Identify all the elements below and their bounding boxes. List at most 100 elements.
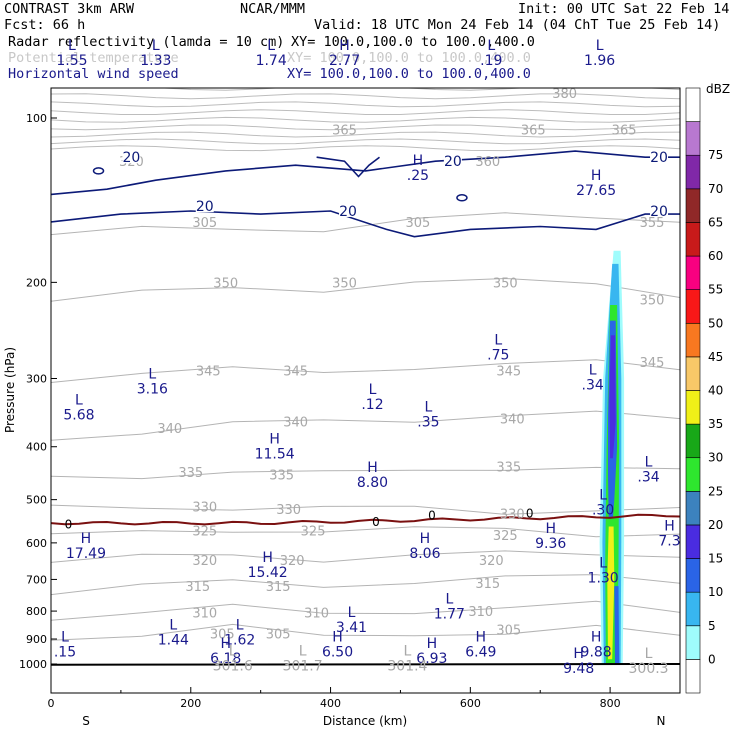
header-forecast-hour: Fcst: 66 h [4, 17, 85, 33]
colorbar-level-label: 30 [708, 451, 723, 465]
wind-contour-label: 20 [196, 199, 214, 215]
hl-marker-letter: L [599, 488, 607, 504]
wind-contour-label: 20 [122, 150, 140, 166]
colorbar-swatch [685, 255, 701, 290]
hl-marker-value: 9.88 [581, 645, 612, 661]
hl-marker-letter: L [494, 333, 502, 349]
wind-contour-label: 20 [339, 204, 357, 220]
y-axis-title: Pressure (hPa) [3, 347, 17, 433]
header-xy-theta: XY= 100.0,100.0 to 100.0,400.0 [287, 50, 531, 66]
hl-marker-letter: H [420, 531, 431, 547]
x-axis-south-label: S [82, 714, 90, 728]
hl-marker-value: 1.30 [588, 570, 619, 586]
hl-marker-letter: L [348, 605, 356, 621]
colorbar-level-label: 50 [708, 316, 723, 330]
hl-marker-value: .25 [407, 168, 429, 184]
colorbar-level-label: 15 [708, 552, 723, 566]
hl-marker-value: 11.54 [255, 447, 295, 463]
hl-marker-letter: H [591, 630, 602, 646]
hl-marker-letter: L [152, 38, 160, 54]
hl-marker-value: 1.33 [140, 53, 171, 69]
hl-marker-letter: L [645, 646, 653, 662]
wind-contour-line [51, 150, 680, 196]
stratosphere-dense-contours [51, 88, 680, 152]
hl-marker-value: 6.50 [322, 645, 353, 661]
colorbar-swatch [685, 423, 701, 459]
theta-contour-line [51, 600, 680, 621]
x-tick-label: 200 [180, 697, 201, 710]
theta-contour-label: 365 [521, 124, 546, 139]
theta-contour-label: 305 [496, 624, 521, 639]
colorbar: 0 5 10 15 20 25 30 35 40 45 50 55 60 65 70 75 [685, 87, 723, 694]
wind-contour-label: 20 [444, 154, 462, 170]
theta-contour-label: 350 [493, 276, 518, 291]
hl-marker-value: 27.65 [576, 183, 616, 199]
colorbar-level-label: 0 [708, 652, 716, 666]
theta-contour-label: 305 [210, 628, 235, 643]
colorbar-swatch [685, 558, 701, 593]
colorbar-swatch [685, 121, 701, 156]
theta-contour-label: 330 [500, 507, 525, 522]
wind-contour-label: 20 [650, 150, 668, 166]
theta-contours [51, 212, 680, 641]
colorbar-swatch [685, 491, 701, 526]
y-tick-label: 600 [26, 537, 47, 550]
colorbar-level-label: 75 [708, 148, 723, 162]
theta-contour-label: 335 [269, 469, 294, 484]
hl-marker-letter: L [61, 630, 69, 646]
hl-marker-value: .12 [361, 397, 383, 413]
theta-contour-label: 320 [280, 554, 305, 569]
colorbar-level-label: 55 [708, 283, 723, 297]
hl-marker-letter: L [148, 367, 156, 383]
theta-contour-label: 355 [640, 216, 665, 231]
hl-marker-value: 1.74 [256, 53, 287, 69]
y-tick-label: 500 [26, 494, 47, 507]
hl-marker-letter: H [367, 460, 378, 476]
x-tick-label: 0 [48, 697, 55, 710]
wind-speed-contours [51, 150, 680, 238]
stratosphere-contour-line [51, 109, 680, 115]
hl-marker-letter: H [573, 646, 584, 662]
theta-contour-label: 340 [157, 422, 182, 437]
y-tick-label: 100 [26, 112, 47, 125]
label-knockout [650, 202, 669, 217]
header-init-time: Init: 00 UTC Sat 22 Feb 14 [518, 1, 729, 17]
ground-line [51, 663, 680, 666]
hl-marker-value: .30 [592, 503, 614, 519]
hl-marker-letter: L [445, 592, 453, 608]
zero-contour-line [51, 513, 680, 526]
label-knockout [195, 198, 214, 213]
x-tick-label: 400 [320, 697, 341, 710]
hl-marker-letter: L [404, 644, 412, 660]
theta-contour-line [51, 466, 680, 480]
theta-contour-label: 345 [496, 364, 521, 379]
hl-marker-value: .19 [480, 53, 502, 69]
theta-contour-label: 350 [640, 294, 665, 309]
wind-contour-line [51, 210, 680, 238]
hl-marker-value: 2.77 [329, 53, 360, 69]
convective-reflectivity-column [599, 250, 625, 664]
stratosphere-contour-line [51, 124, 680, 131]
theta-contour-line [51, 504, 680, 515]
theta-contour-line [51, 359, 680, 383]
stratosphere-contour-line [51, 116, 680, 123]
colorbar-swatch [685, 87, 701, 122]
theta-contour-label: 305 [266, 628, 291, 643]
hl-marker-value: 6.49 [465, 645, 496, 661]
y-tick-label: 400 [26, 441, 47, 454]
hl-marker-letter: L [599, 555, 607, 571]
hl-marker-value: .75 [487, 348, 509, 364]
hl-marker-letter: L [589, 363, 597, 379]
colorbar-level-label: 5 [708, 619, 716, 633]
hl-marker-letter: L [169, 618, 177, 634]
colorbar-level-label: 10 [708, 585, 723, 599]
theta-contour-label: 315 [266, 580, 291, 595]
theta-contour-label: 335 [496, 461, 521, 476]
hl-marker-value: 6.93 [416, 651, 447, 667]
theta-contour-label: 345 [640, 356, 665, 371]
theta-contour-label: 365 [612, 124, 637, 139]
zero-contour-label: 0 [526, 506, 534, 520]
hl-marker-letter: H [269, 432, 280, 448]
plot-frame [50, 87, 681, 694]
